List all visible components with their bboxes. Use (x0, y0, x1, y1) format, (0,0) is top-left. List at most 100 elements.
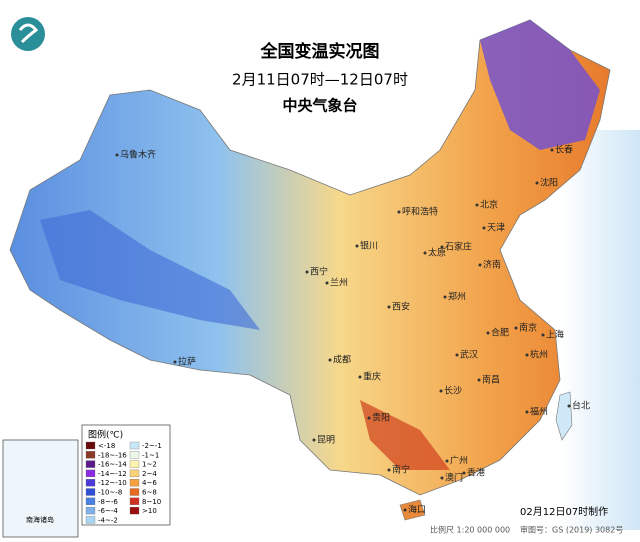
city-dot (439, 389, 443, 393)
city-dot (478, 263, 482, 267)
logo (11, 17, 45, 51)
inset-map (2, 439, 79, 538)
city-dot (423, 251, 427, 255)
legend-label: <-18 (98, 442, 115, 450)
city-dot (482, 226, 486, 230)
city-dot (514, 326, 518, 330)
city-dot (475, 203, 479, 207)
legend-swatch (85, 516, 96, 524)
city-label: 南宁 (392, 464, 410, 476)
city-label: 北京 (480, 199, 498, 211)
city-label: 石家庄 (445, 241, 472, 253)
city-label: 南京 (519, 322, 537, 334)
city-dot (328, 358, 332, 362)
legend-swatch (129, 451, 140, 459)
legend-box (81, 424, 171, 526)
city-label: 武汉 (460, 349, 478, 361)
city-label: 天津 (487, 223, 505, 234)
city-dot (397, 210, 401, 214)
legend-swatch (85, 451, 96, 459)
legend-swatch (129, 488, 140, 496)
cold-region (480, 20, 600, 150)
city-dot (387, 305, 391, 309)
city-label: 乌鲁木齐 (120, 149, 156, 161)
legend-swatch (129, 479, 140, 487)
city-label: 福州 (530, 406, 548, 418)
city-dot (355, 244, 359, 248)
city-label: 南昌 (482, 374, 500, 386)
city-label: 香港 (467, 467, 485, 479)
china-map (9, 19, 611, 496)
city-label: 合肥 (491, 327, 509, 339)
legend-label: -4~-2 (98, 516, 118, 524)
legend-swatch (85, 441, 96, 450)
city-label: 贵阳 (372, 412, 390, 424)
warm-region (360, 400, 450, 470)
legend-swatch (129, 506, 140, 515)
cold-region (40, 210, 260, 330)
legend-label: -12~-10 (98, 479, 127, 487)
legend-label: 2~4 (142, 470, 157, 478)
city-dot (541, 333, 545, 337)
city-label: 西宁 (310, 266, 328, 278)
city-dot (173, 360, 177, 364)
legend-label: -16~-14 (98, 461, 127, 469)
legend-label: >10 (142, 507, 157, 515)
city-label: 长春 (555, 144, 573, 156)
city-dot (477, 378, 481, 382)
legend-title: 图例(℃) (88, 429, 123, 441)
legend-label: 6~8 (142, 489, 157, 497)
legend-swatch (85, 469, 96, 478)
city-label: 杭州 (530, 349, 548, 361)
city-label: 济南 (483, 259, 501, 271)
city-dot (455, 353, 459, 357)
legend-swatch (129, 441, 140, 450)
city-label: 成都 (333, 354, 351, 366)
city-label: 郑州 (448, 291, 466, 303)
city-dot (325, 281, 329, 285)
logo-mark (18, 23, 39, 44)
agency: 中央气象台 (282, 97, 357, 115)
city-label: 西安 (392, 301, 410, 313)
legend-swatch (129, 497, 140, 505)
legend-swatch (129, 469, 140, 478)
city-dot (367, 416, 371, 420)
legend-label: 1~2 (142, 461, 157, 469)
city-label: 银川 (360, 240, 378, 252)
legend-label: -8~-6 (98, 498, 118, 506)
city-label: 沈阳 (540, 177, 558, 189)
hainan (399, 499, 426, 521)
legend-swatch (85, 479, 96, 487)
legend-label: -10~-8 (98, 489, 122, 497)
city-label: 太原 (428, 247, 446, 259)
made-time: 02月12日07时制作 (520, 505, 608, 518)
legend-swatch (85, 506, 96, 515)
city-dot (486, 331, 490, 335)
city-dot (387, 468, 391, 472)
scale: 比例尺 1:20 000 000 (430, 525, 510, 535)
legend-swatch (85, 497, 96, 505)
city-dot (462, 471, 466, 475)
city-label: 昆明 (317, 435, 335, 446)
legend-label: -1~1 (142, 451, 159, 459)
city-dot (305, 270, 309, 274)
city-dot (525, 353, 529, 357)
city-dot (115, 153, 119, 157)
city-dot (358, 375, 362, 379)
city-dot (550, 148, 554, 152)
title: 全国变温实况图 (260, 41, 380, 62)
sea (560, 130, 640, 530)
city-dot (567, 404, 571, 408)
city-label: 重庆 (363, 371, 381, 383)
city-dot (312, 438, 316, 442)
city-dot (443, 295, 447, 299)
city-dot (525, 410, 529, 414)
city-label: 海口 (408, 504, 426, 516)
legend-swatch (85, 460, 96, 468)
subtitle: 2月11日07时—12日07时 (232, 71, 408, 89)
legend-label: -18~-16 (98, 451, 127, 459)
city-label: 长沙 (444, 385, 462, 397)
city-label: 呼和浩特 (402, 206, 438, 218)
legend-swatch (85, 488, 96, 496)
